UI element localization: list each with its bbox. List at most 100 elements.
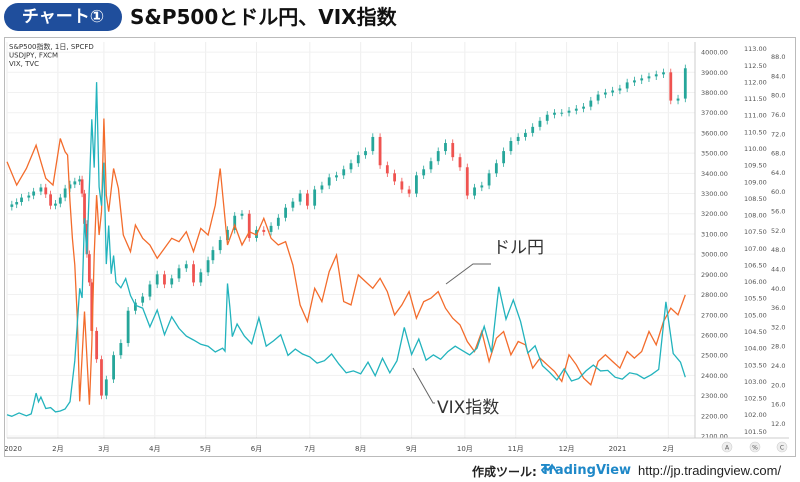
candle-body xyxy=(364,151,367,156)
axis-badge-label: A xyxy=(725,445,730,452)
title-bar: チャート① S&P500とドル円、VIX指数 xyxy=(0,0,800,36)
candle-body xyxy=(538,120,542,127)
vix-tick-label: 32.0 xyxy=(771,323,785,331)
candle-body xyxy=(524,132,527,137)
sp500-candle xyxy=(54,199,57,210)
axis-badge-label: C xyxy=(780,445,784,452)
sp500-candle xyxy=(567,107,571,117)
sp500-tick-label: 3200.00 xyxy=(701,210,728,218)
sp500-candle xyxy=(378,133,382,169)
sp500-candle xyxy=(669,68,673,105)
callout-label-usdjpy: ドル円 xyxy=(493,238,544,258)
candle-body xyxy=(104,379,108,396)
sp500-candle xyxy=(27,191,31,202)
candle-body xyxy=(596,94,600,101)
candle-body xyxy=(487,173,491,186)
sp500-candle xyxy=(78,175,82,186)
usdjpy-tick-label: 103.50 xyxy=(744,361,767,369)
sp500-candle xyxy=(574,105,578,115)
tradingview-logo-text: TradingView xyxy=(541,463,632,478)
x-tick-label: 7月 xyxy=(304,445,315,453)
sp500-candle xyxy=(291,197,295,212)
candle-body xyxy=(226,229,229,240)
candle-body xyxy=(371,136,375,152)
sp500-candle xyxy=(647,72,651,83)
candle-body xyxy=(90,282,94,331)
sp500-tick-label: 3600.00 xyxy=(701,129,728,137)
sp500-tick-label: 3400.00 xyxy=(701,170,728,178)
candle-body xyxy=(240,213,244,216)
axis-badge-label: % xyxy=(752,445,758,452)
candle-body xyxy=(436,151,440,162)
sp500-candle xyxy=(58,193,62,208)
sp500-candle xyxy=(473,183,476,200)
candle-body xyxy=(177,268,181,279)
sp500-candle xyxy=(87,250,91,287)
candle-body xyxy=(509,141,513,152)
callout-label-vix: VIX指数 xyxy=(437,398,499,418)
sp500-candle xyxy=(633,76,636,87)
candle-body xyxy=(63,188,67,198)
callout-pointer-vix xyxy=(412,367,435,404)
sp500-candle xyxy=(654,70,658,80)
footer: 作成ツール: TradingView http://jp.tradingview… xyxy=(0,460,800,482)
candle-body xyxy=(78,179,82,182)
sp500-candle xyxy=(170,274,174,289)
chart[interactable]: ドル円 VIX指数 4000.00 3900.00 3800.00 3700.00 360… xyxy=(5,38,795,456)
x-tick-label: 5月 xyxy=(200,445,211,453)
x-tick-label: 2021 xyxy=(609,445,627,453)
tradingview-logo[interactable]: TradingView xyxy=(541,463,631,478)
candle-body xyxy=(647,76,651,79)
legend-entry: S&P500指数, 1日, SPCFD xyxy=(9,42,94,51)
sp500-candle xyxy=(589,96,593,111)
sp500-candle xyxy=(284,204,287,222)
sp500-candle xyxy=(538,117,542,131)
source-url[interactable]: http://jp.tradingview.com/ xyxy=(638,463,782,478)
sp500-tick-label: 3800.00 xyxy=(701,89,728,97)
sp500-candle xyxy=(582,103,585,113)
candle-body xyxy=(206,260,210,273)
candle-body xyxy=(633,80,636,83)
sp500-candle xyxy=(611,86,615,97)
sp500-candle xyxy=(298,189,302,206)
sp500-candle xyxy=(192,260,195,287)
sp500-candle xyxy=(262,226,266,236)
sp500-candle xyxy=(313,185,317,210)
candle-body xyxy=(444,143,447,152)
sp500-candle xyxy=(356,151,360,167)
sp500-candle xyxy=(184,260,188,272)
usdjpy-tick-label: 105.00 xyxy=(744,311,767,319)
sp500-candle xyxy=(480,181,484,192)
candle-body xyxy=(415,175,418,194)
sp500-candle xyxy=(342,165,346,179)
sp500-tick-label: 2700.00 xyxy=(701,311,728,319)
sp500-tick-label: 3700.00 xyxy=(701,109,728,117)
sp500-candle xyxy=(20,193,23,206)
sp500-candle xyxy=(119,339,123,359)
candle-body xyxy=(422,169,426,176)
x-tick-label: 10月 xyxy=(457,445,473,453)
sp500-tick-label: 3100.00 xyxy=(701,230,728,238)
sp500-candle xyxy=(133,298,137,315)
candle-body xyxy=(393,173,397,182)
candle-body xyxy=(20,197,23,203)
candle-body xyxy=(451,143,455,158)
footer-tool-label: 作成ツール: xyxy=(472,465,537,479)
candle-body xyxy=(247,213,251,238)
usdjpy-tick-label: 103.00 xyxy=(744,378,767,386)
candle-body xyxy=(32,191,36,196)
candle-body xyxy=(155,274,159,285)
x-tick-label: 2月 xyxy=(663,445,674,453)
sp500-tick-label: 2900.00 xyxy=(701,271,728,279)
usdjpy-tick-label: 101.50 xyxy=(744,428,767,436)
sp500-candle xyxy=(436,147,440,165)
sp500-candle xyxy=(206,256,210,276)
candle-body xyxy=(545,114,549,121)
sp500-tick-label: 3000.00 xyxy=(701,251,728,259)
sp500-candle xyxy=(560,109,564,117)
candle-body xyxy=(170,278,174,285)
sp500-candle xyxy=(509,137,513,155)
axis-badge-icon xyxy=(749,441,761,453)
x-tick-label: 12月 xyxy=(559,445,575,453)
sp500-candle xyxy=(364,147,367,159)
